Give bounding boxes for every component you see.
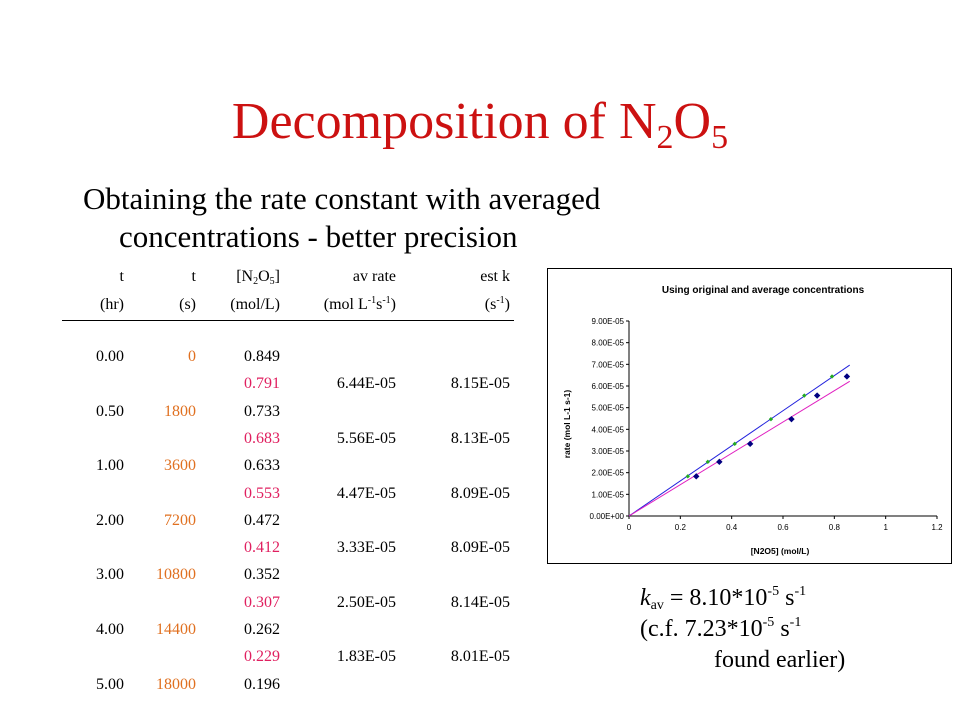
table-cell-rate: 6.44E-05 <box>336 375 396 393</box>
table-cell-k: 8.13E-05 <box>450 429 510 447</box>
table-cell-avg-conc: 0.553 <box>244 484 280 502</box>
slide-subtitle: Obtaining the rate constant with average… <box>83 180 783 256</box>
data-point-series-2 <box>802 393 807 398</box>
header-k: est k <box>480 268 510 285</box>
table-cell-s: 10800 <box>156 566 196 584</box>
table-cell-conc: 0.733 <box>244 402 280 420</box>
table-cell-s: 7200 <box>164 511 196 529</box>
y-tick-label: 9.00E-05 <box>592 317 625 326</box>
subtitle-line-2: concentrations - better precision <box>119 219 518 254</box>
chart-svg: Using original and average concentration… <box>562 285 943 556</box>
table-cell-rate: 2.50E-05 <box>336 593 396 611</box>
table-cell-conc: 0.849 <box>244 348 280 365</box>
x-tick-label: 0.4 <box>726 523 738 532</box>
table-cell-s: 18000 <box>156 675 196 693</box>
data-point-series-1 <box>843 373 851 380</box>
y-tick-label: 8.00E-05 <box>592 339 625 348</box>
table-cell-conc: 0.472 <box>244 511 280 529</box>
header-conc: [N2O5] <box>236 268 280 287</box>
trendline-1 <box>628 364 851 517</box>
table-cell-avg-conc: 0.412 <box>244 539 280 557</box>
table-cell-hr: 4.00 <box>96 621 124 638</box>
k-compare-line: (c.f. 7.23*10-5 s-1 <box>640 615 802 643</box>
table-cell-rate: 1.83E-05 <box>336 648 396 666</box>
k-compare-line-2: found earlier) <box>714 647 846 673</box>
header-t-hr-unit: (hr) <box>100 296 124 313</box>
x-tick-label: 0.8 <box>829 523 841 532</box>
y-tick-label: 3.00E-05 <box>592 447 625 456</box>
table-cell-hr: 5.00 <box>96 675 124 693</box>
table-cell-hr: 2.00 <box>96 511 124 529</box>
k-average-line: kav = 8.10*10-5 s-1 <box>640 584 807 613</box>
table-cell-conc: 0.262 <box>244 621 280 638</box>
slide-title: Decomposition of N2O5 <box>231 93 729 156</box>
trendline-2 <box>628 380 850 517</box>
data-point-series-1 <box>813 392 821 399</box>
y-tick-label: 0.00E+00 <box>590 512 625 521</box>
data-point-series-2 <box>829 374 835 379</box>
header-rate: av rate <box>352 268 396 285</box>
rate-chart: Using original and average concentration… <box>547 268 952 564</box>
table-cell-avg-conc: 0.307 <box>244 593 280 611</box>
table-cell-avg-conc: 0.229 <box>244 648 280 666</box>
y-tick-label: 6.00E-05 <box>592 382 625 391</box>
y-tick-label: 2.00E-05 <box>592 469 625 478</box>
data-point-series-2 <box>705 459 710 465</box>
y-tick-label: 1.00E-05 <box>592 490 625 499</box>
table-header-rule <box>62 320 514 321</box>
header-t-s: t <box>191 268 196 285</box>
subtitle-line-1: Obtaining the rate constant with average… <box>83 181 601 216</box>
data-point-series-1 <box>788 415 795 423</box>
table-cell-k: 8.15E-05 <box>450 375 510 393</box>
chart-y-label: rate (mol L-1 s-1) <box>562 390 572 459</box>
table-cell-hr: 3.00 <box>96 566 124 584</box>
table-cell-hr: 0.50 <box>96 402 124 420</box>
x-tick-label: 1 <box>883 523 888 532</box>
y-tick-label: 5.00E-05 <box>592 404 625 413</box>
table-cell-s: 1800 <box>164 402 196 420</box>
y-tick-label: 4.00E-05 <box>592 425 625 434</box>
table-cell-k: 8.14E-05 <box>450 593 510 611</box>
chart-x-label: [N2O5] (mol/L) <box>751 546 810 556</box>
table-cell-conc: 0.633 <box>244 457 280 475</box>
data-point-series-1 <box>746 440 754 448</box>
table-cell-avg-conc: 0.683 <box>244 429 280 447</box>
table-cell-s: 3600 <box>164 457 196 475</box>
header-conc-unit: (mol/L) <box>230 296 280 313</box>
header-rate-unit: (mol L-1s-1) <box>323 295 396 314</box>
table-cell-k: 8.01E-05 <box>450 648 510 666</box>
k-average-note: kav = 8.10*10-5 s-1 (c.f. 7.23*10-5 s-1 … <box>640 583 845 676</box>
header-k-unit: (s-1) <box>484 295 510 314</box>
header-t-s-unit: (s) <box>179 296 196 313</box>
table-cell-conc: 0.352 <box>244 566 280 584</box>
x-tick-label: 0.6 <box>777 523 789 532</box>
y-tick-label: 7.00E-05 <box>592 360 625 369</box>
table-cell-conc: 0.196 <box>244 675 280 693</box>
table-cell-rate: 5.56E-05 <box>336 429 396 447</box>
table-cell-s: 0 <box>188 348 196 365</box>
table-cell-s: 14400 <box>156 621 196 638</box>
table-cell-k: 8.09E-05 <box>450 484 510 502</box>
table-cell-k: 8.09E-05 <box>450 539 510 557</box>
table-cell-rate: 3.33E-05 <box>336 539 396 557</box>
header-t-hr: t <box>119 268 124 285</box>
table-cell-hr: 0.00 <box>96 348 124 365</box>
chart-title: Using original and average concentration… <box>662 285 865 296</box>
x-tick-label: 0 <box>627 523 632 532</box>
table-cell-hr: 1.00 <box>96 457 124 475</box>
x-tick-label: 0.2 <box>675 523 687 532</box>
table-cell-rate: 4.47E-05 <box>336 484 396 502</box>
x-tick-label: 1.2 <box>931 523 943 532</box>
table-cell-avg-conc: 0.791 <box>244 375 280 393</box>
